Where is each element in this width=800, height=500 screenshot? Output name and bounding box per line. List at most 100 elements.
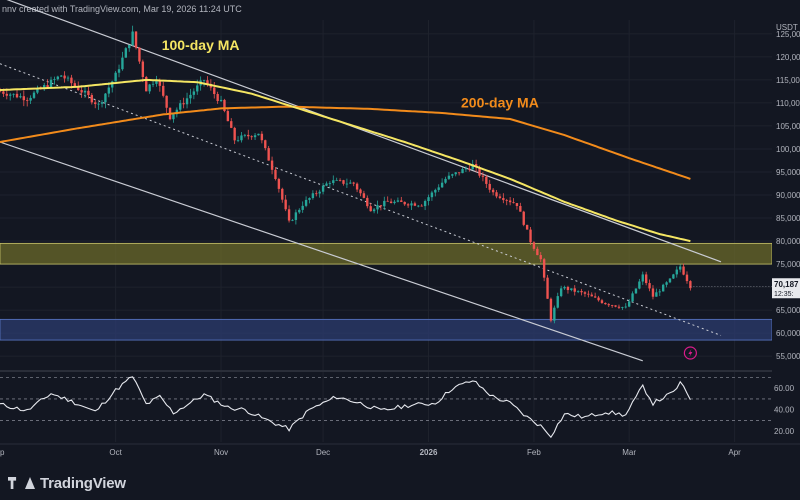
candle[interactable] [63,71,66,83]
candle[interactable] [230,118,233,129]
candle[interactable] [247,129,250,140]
candle[interactable] [87,86,90,99]
candle[interactable] [389,198,393,204]
candle[interactable] [141,59,145,83]
candle[interactable] [366,195,369,209]
candle[interactable] [624,303,627,309]
candle[interactable] [338,178,342,182]
candle[interactable] [420,204,423,207]
candle[interactable] [563,285,566,290]
candle[interactable] [536,246,539,256]
candle[interactable] [114,71,117,82]
candle[interactable] [318,189,321,198]
candle[interactable] [104,93,107,109]
candle[interactable] [298,208,301,214]
candle[interactable] [291,218,294,222]
candle[interactable] [556,292,559,309]
candle[interactable] [148,83,151,94]
candle[interactable] [284,194,287,212]
candle[interactable] [451,173,454,179]
candle[interactable] [277,177,281,193]
candle[interactable] [90,93,94,105]
candle[interactable] [464,166,468,172]
candle[interactable] [559,285,563,298]
candle[interactable] [128,44,131,52]
candle[interactable] [406,203,410,208]
candle[interactable] [359,188,362,197]
candle[interactable] [162,81,165,98]
candle[interactable] [519,202,522,212]
channel-line-3[interactable] [0,141,643,362]
candle[interactable] [396,197,400,203]
candle[interactable] [189,88,192,104]
candle[interactable] [270,156,274,175]
candle[interactable] [243,133,247,138]
candle[interactable] [325,181,328,187]
candle[interactable] [250,135,253,140]
candle[interactable] [678,264,682,273]
candle[interactable] [376,200,379,214]
candle[interactable] [345,178,349,188]
candle[interactable] [131,25,134,46]
candle[interactable] [525,224,529,230]
candle[interactable] [505,198,508,206]
candle[interactable] [614,305,617,308]
candle[interactable] [454,172,457,177]
candle[interactable] [352,181,355,187]
candle[interactable] [495,190,498,199]
candle[interactable] [83,85,87,98]
candle[interactable] [29,95,32,104]
candle[interactable] [165,95,168,114]
candle[interactable] [440,178,444,188]
tradingview-logo[interactable]: TradingView [8,475,126,492]
candle[interactable] [587,290,590,298]
candle[interactable] [94,99,97,109]
candle[interactable] [213,81,216,99]
candle[interactable] [685,271,689,284]
candle[interactable] [26,97,29,107]
candle[interactable] [253,132,257,141]
candle[interactable] [498,193,502,200]
candle[interactable] [311,190,315,200]
candle[interactable] [9,92,12,101]
candle[interactable] [97,102,100,110]
candle[interactable] [332,175,335,186]
candle[interactable] [423,199,427,211]
candle[interactable] [641,271,644,285]
candle[interactable] [570,288,573,292]
candle[interactable] [634,288,638,294]
candle[interactable] [179,99,182,113]
candle[interactable] [383,196,386,210]
candle[interactable] [257,133,260,136]
candle[interactable] [349,179,352,184]
candle[interactable] [172,114,175,123]
candle[interactable] [413,201,417,207]
candle[interactable] [362,190,366,199]
candle[interactable] [36,85,39,95]
candle[interactable] [369,203,372,212]
candle[interactable] [335,177,338,181]
candle[interactable] [607,303,610,307]
candle[interactable] [138,47,141,64]
candle[interactable] [15,89,19,99]
candle[interactable] [151,80,155,88]
ma100-line[interactable] [0,78,691,243]
candle[interactable] [485,174,488,188]
candle[interactable] [226,109,230,122]
candle[interactable] [437,184,440,193]
candle[interactable] [124,47,128,58]
candle[interactable] [600,298,604,304]
candle[interactable] [621,306,624,310]
candle[interactable] [434,188,437,197]
candle[interactable] [328,181,332,189]
price-axis[interactable] [772,18,800,442]
candle[interactable] [417,205,420,208]
candle[interactable] [182,97,185,109]
candle[interactable] [430,190,434,201]
candle[interactable] [321,183,325,195]
candle[interactable] [308,197,311,204]
candle[interactable] [240,132,243,143]
candle[interactable] [447,172,451,180]
candle[interactable] [43,82,46,91]
candle[interactable] [56,75,60,81]
